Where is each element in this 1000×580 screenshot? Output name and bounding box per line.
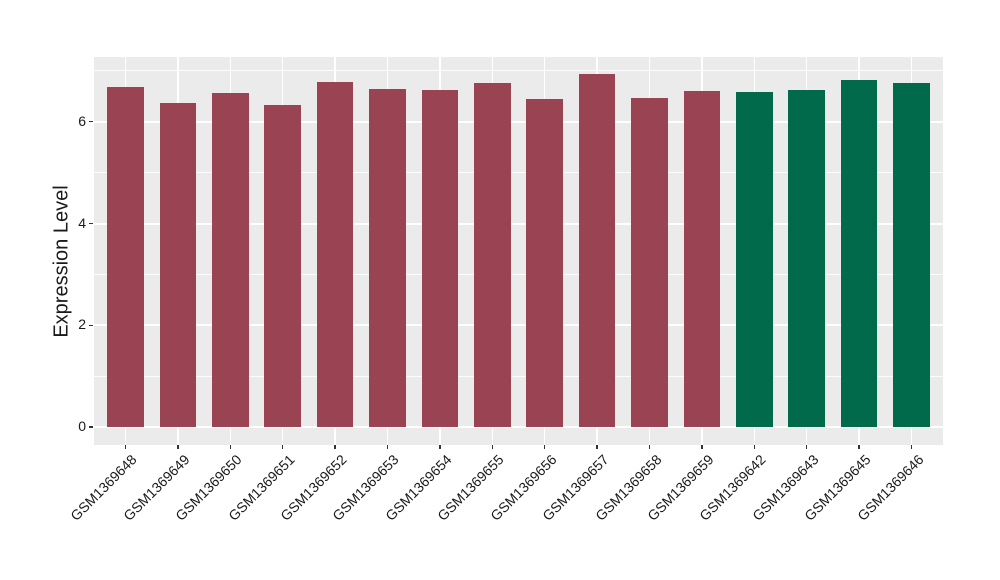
y-tick-mark — [89, 324, 93, 327]
x-tick-mark — [858, 445, 860, 449]
bar-GSM1369652 — [316, 82, 354, 428]
y-tick-label: 4 — [78, 214, 86, 231]
x-tick-mark — [910, 445, 913, 449]
bar-GSM1369645 — [840, 80, 878, 428]
bar-GSM1369642 — [735, 91, 773, 428]
x-tick-mark — [229, 445, 231, 449]
gridline-major-horizontal — [94, 324, 943, 327]
y-tick-label: 6 — [78, 112, 86, 129]
bar-GSM1369656 — [526, 99, 564, 428]
gridline-minor-horizontal — [94, 172, 943, 174]
gridline-major-horizontal — [94, 426, 943, 429]
y-tick-label: 0 — [78, 418, 86, 435]
x-tick-mark — [386, 445, 389, 449]
bar-GSM1369649 — [159, 103, 197, 428]
x-tick-mark — [701, 445, 703, 449]
x-tick-mark — [281, 445, 284, 449]
x-tick-mark — [805, 445, 808, 449]
bar-GSM1369659 — [683, 90, 721, 428]
bar-GSM1369650 — [211, 92, 249, 428]
x-tick-mark — [596, 445, 598, 449]
bar-GSM1369648 — [107, 87, 144, 428]
y-tick-mark — [89, 222, 93, 225]
x-tick-mark — [439, 445, 441, 449]
bar-GSM1369657 — [578, 74, 616, 428]
y-tick-mark — [89, 120, 93, 123]
x-tick-mark — [543, 445, 546, 449]
bar-GSM1369653 — [369, 88, 406, 428]
bar-GSM1369658 — [631, 98, 668, 428]
gridline-minor-horizontal — [94, 375, 943, 377]
x-tick-mark — [491, 445, 494, 449]
y-tick-label: 2 — [78, 316, 86, 333]
gridline-major-horizontal — [94, 120, 943, 123]
bar-GSM1369655 — [473, 83, 511, 428]
gridline-minor-horizontal — [94, 273, 943, 275]
x-tick-mark — [177, 445, 179, 449]
x-tick-mark — [648, 445, 651, 449]
bar-GSM1369654 — [421, 89, 459, 428]
bar-GSM1369651 — [264, 104, 301, 428]
bar-GSM1369646 — [893, 83, 930, 428]
gridline-minor-horizontal — [94, 70, 943, 72]
y-tick-mark — [89, 426, 93, 428]
gridline-major-horizontal — [94, 222, 943, 225]
x-tick-mark — [334, 445, 336, 449]
bar-GSM1369643 — [788, 89, 826, 428]
x-tick-mark — [124, 445, 127, 449]
x-tick-mark — [753, 445, 756, 449]
y-axis-title-text: Expression Level — [50, 184, 73, 338]
plot-panel — [94, 57, 943, 445]
